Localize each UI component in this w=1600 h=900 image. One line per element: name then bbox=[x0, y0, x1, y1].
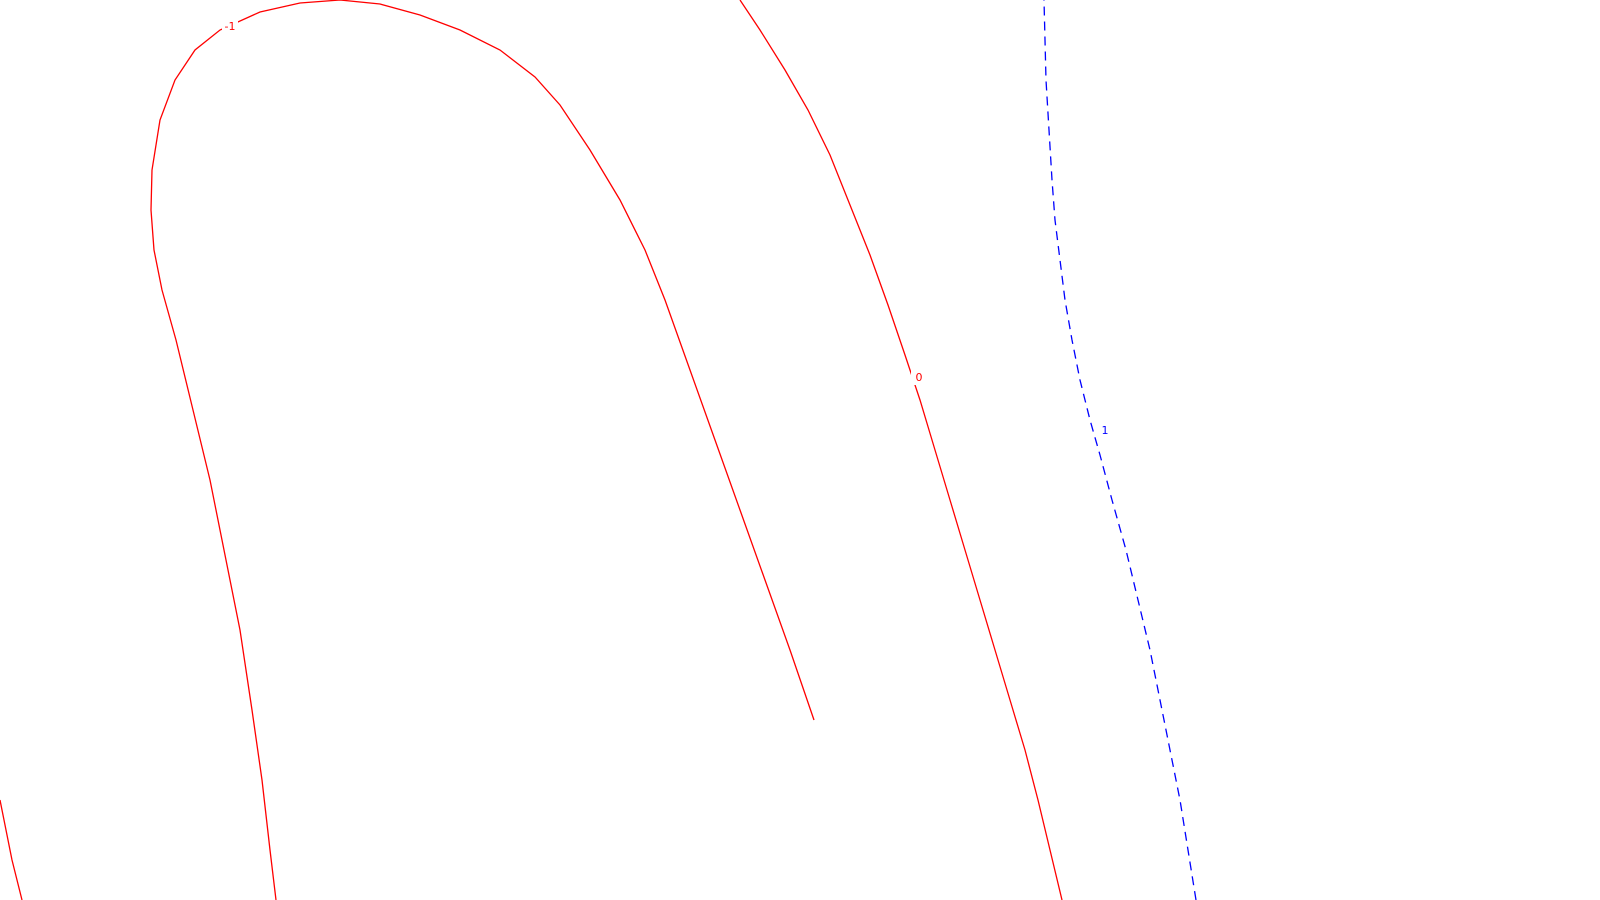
contour-line-level-neg1-0 bbox=[150, 0, 815, 900]
contour-label-neg1: -1 bbox=[225, 20, 236, 33]
contour-lines bbox=[0, 0, 1197, 900]
contour-line-level-neg1-1 bbox=[0, 799, 23, 900]
contour-label-0: 0 bbox=[916, 371, 923, 384]
contour-label-background bbox=[911, 371, 927, 385]
contour-labels: -1 0 1 bbox=[222, 20, 1113, 438]
contour-line-level-1-3 bbox=[1043, 0, 1197, 900]
contour-label-1: 1 bbox=[1102, 424, 1109, 437]
contour-line-level-0-2 bbox=[739, 0, 1063, 900]
contour-label-background bbox=[222, 20, 238, 34]
contour-label-background bbox=[1097, 424, 1113, 438]
